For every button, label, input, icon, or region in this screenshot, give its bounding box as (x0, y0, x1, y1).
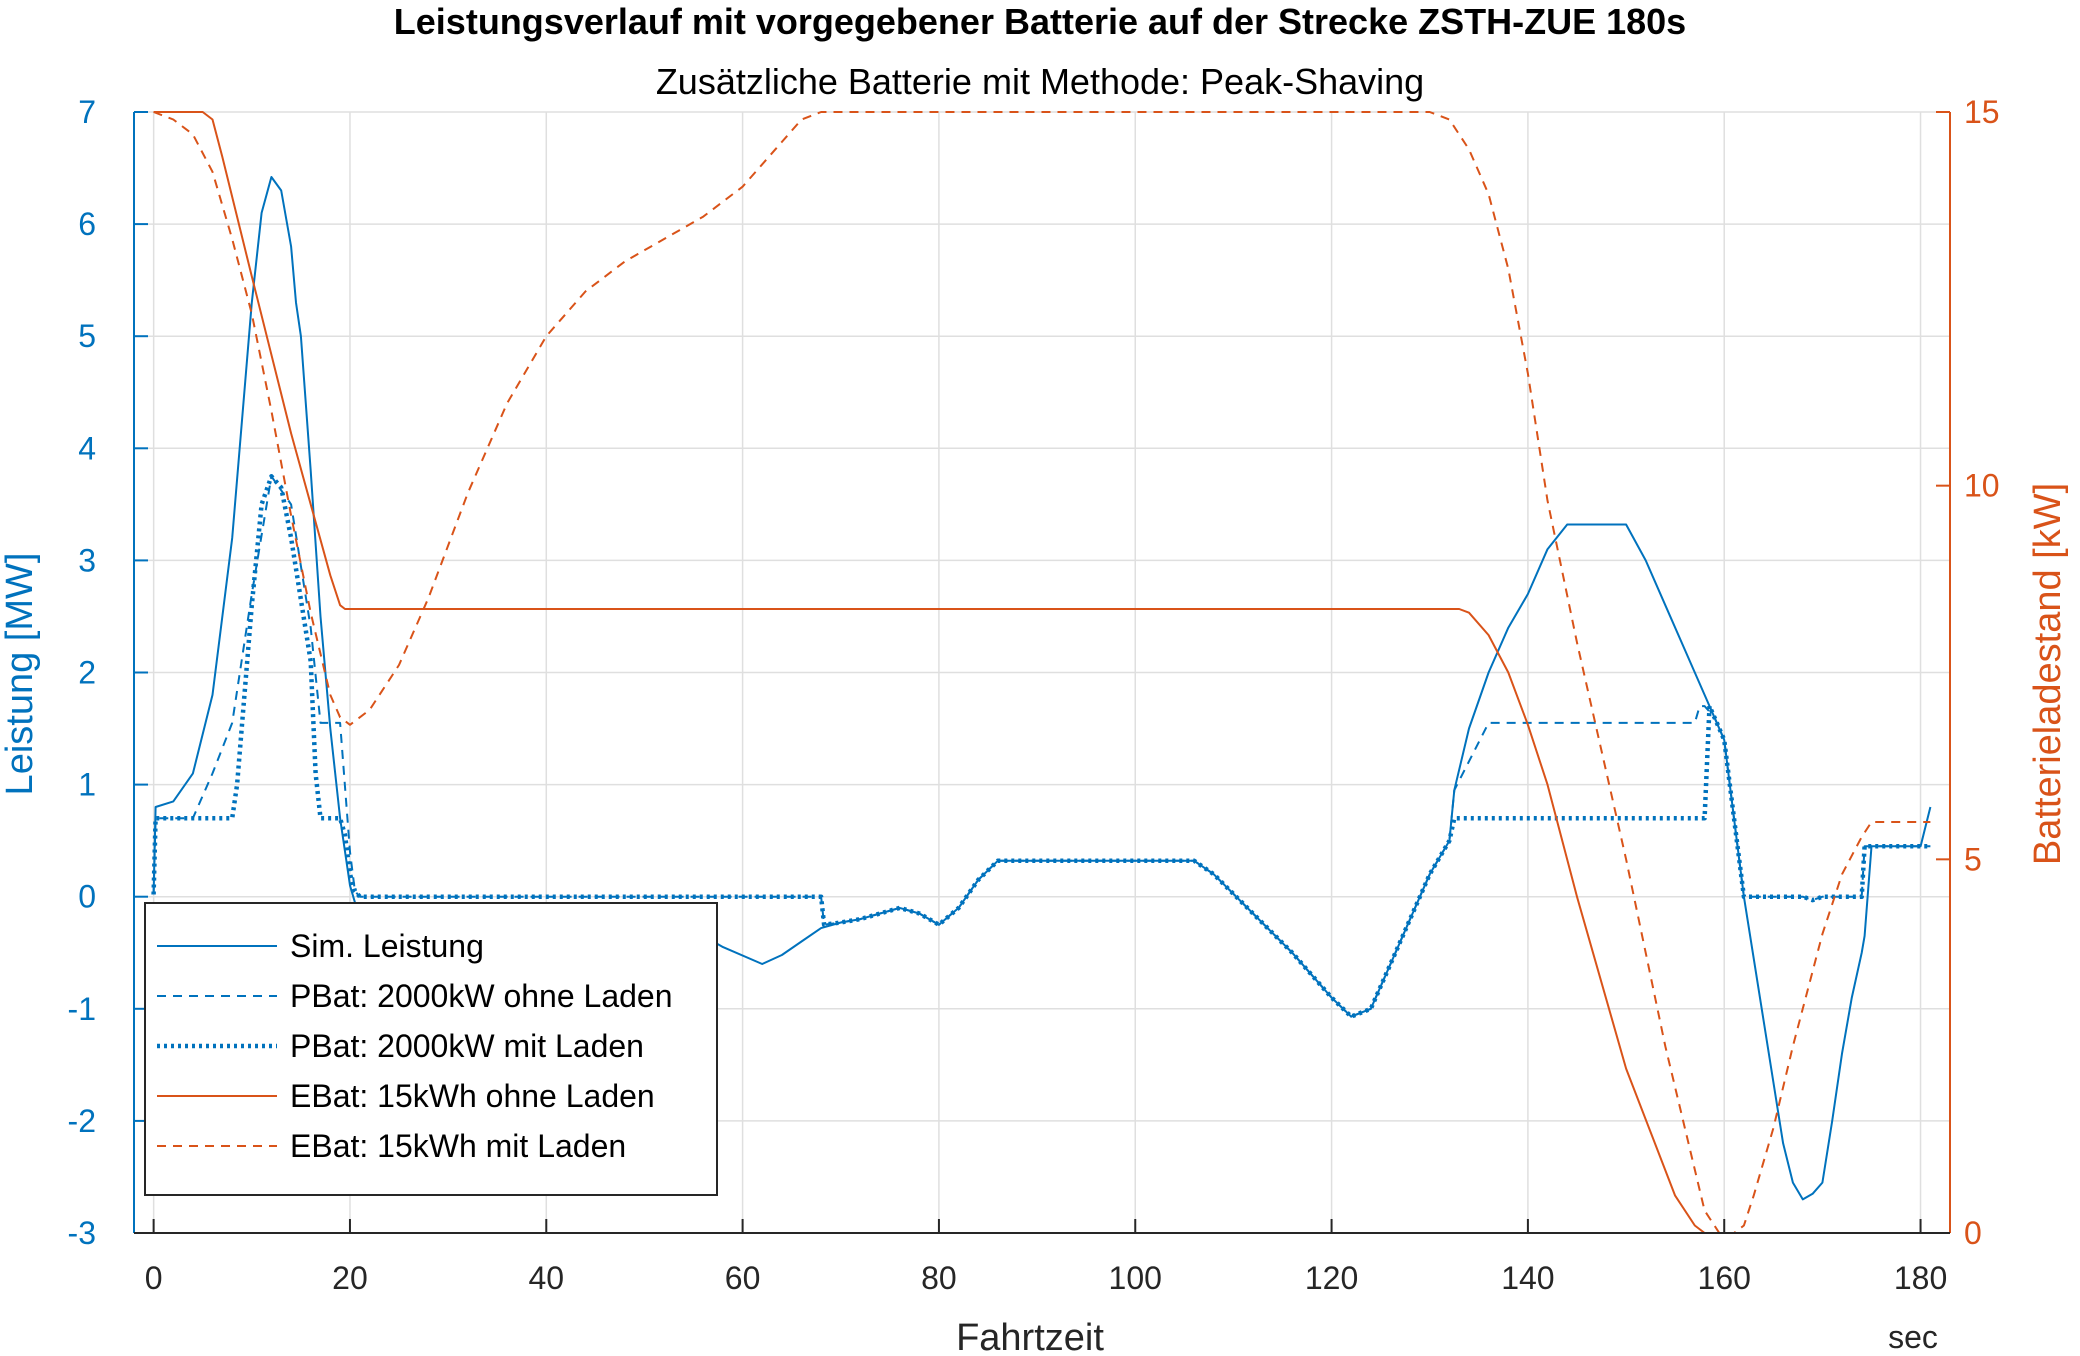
x-tick-label: 20 (332, 1260, 368, 1296)
y-left-tick-label: 0 (78, 879, 96, 915)
legend-label: Sim. Leistung (290, 928, 484, 964)
y-axis-right-label: Batterieladestand [kW] (2027, 483, 2069, 865)
y-left-tick-label: -1 (68, 991, 96, 1027)
y-right-tick-label: 15 (1964, 94, 2000, 130)
x-tick-label: 60 (725, 1260, 761, 1296)
legend-label: EBat: 15kWh ohne Laden (290, 1078, 655, 1114)
series-line-4 (153, 111, 1715, 1234)
y-left-tick-label: -2 (68, 1103, 96, 1139)
legend-label: PBat: 2000kW mit Laden (290, 1028, 644, 1064)
y-left-tick-label: 1 (78, 767, 96, 803)
legend-label: PBat: 2000kW ohne Laden (290, 978, 673, 1014)
x-tick-label: 0 (145, 1260, 163, 1296)
legend-label: EBat: 15kWh mit Laden (290, 1128, 626, 1164)
y-left-tick-label: 5 (78, 318, 96, 354)
x-axis-label: Fahrtzeit (956, 1317, 1104, 1356)
x-tick-label: 80 (921, 1260, 957, 1296)
y-axis-left-label: Leistung [MW] (0, 553, 41, 796)
x-tick-label: 140 (1501, 1260, 1554, 1296)
x-axis-unit: sec (1888, 1319, 1938, 1355)
chart-subtitle: Zusätzliche Batterie mit Methode: Peak-S… (656, 61, 1424, 102)
y-left-tick-label: 3 (78, 542, 96, 578)
legend: Sim. Leistung PBat: 2000kW ohne Laden PBat… (144, 902, 718, 1196)
series-layer (151, 111, 1932, 1234)
chart-title: Leistungsverlauf mit vorgegebener Batter… (394, 1, 1686, 42)
series-line-2 (152, 475, 1931, 1018)
y-left-tick-label: 7 (78, 94, 96, 130)
x-tick-label: 120 (1305, 1260, 1358, 1296)
ticks: 0 20 40 60 80 100 120 140 160 18076543210-1-2-315… (68, 94, 2000, 1296)
y-right-tick-label: 5 (1964, 841, 1982, 877)
y-right-tick-label: 10 (1964, 468, 2000, 504)
y-left-tick-label: -3 (68, 1215, 96, 1251)
y-left-tick-label: 4 (78, 430, 96, 466)
axes (133, 111, 1951, 1234)
grid (134, 111, 1950, 1234)
y-left-tick-label: 6 (78, 206, 96, 242)
series-line-5 (153, 111, 1931, 1234)
x-tick-label: 180 (1894, 1260, 1947, 1296)
y-right-tick-label: 0 (1964, 1215, 1982, 1251)
x-tick-label: 100 (1109, 1260, 1162, 1296)
x-tick-label: 40 (528, 1260, 564, 1296)
x-tick-label: 160 (1698, 1260, 1751, 1296)
y-left-tick-label: 2 (78, 655, 96, 691)
